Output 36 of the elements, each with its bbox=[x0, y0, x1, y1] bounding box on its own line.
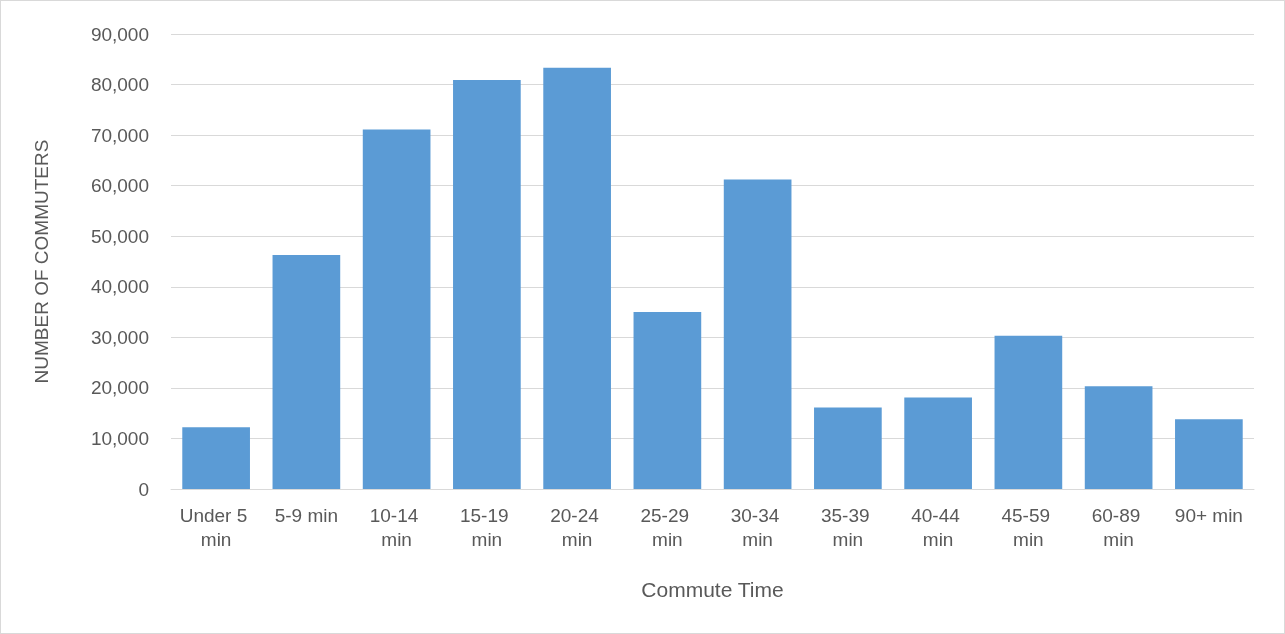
bar bbox=[272, 254, 341, 489]
x-tick-label: 20-24 min bbox=[550, 504, 605, 550]
x-tick-label: 30-34 min bbox=[730, 504, 785, 550]
bar bbox=[453, 80, 521, 489]
y-tick-label: 80,000 bbox=[90, 74, 149, 96]
y-axis-title: NUMBER OF COMMUTERS bbox=[31, 139, 52, 384]
bar bbox=[543, 67, 611, 489]
x-tick-label: 15-19 min bbox=[459, 504, 514, 550]
y-tick-label: 90,000 bbox=[90, 23, 149, 45]
y-tick-label: 40,000 bbox=[90, 276, 149, 298]
bar bbox=[904, 397, 972, 489]
bar bbox=[182, 427, 250, 489]
bar bbox=[1084, 386, 1153, 489]
bar bbox=[723, 179, 792, 489]
bar bbox=[814, 407, 882, 489]
y-tick-label: 30,000 bbox=[90, 326, 149, 348]
y-tick-label: 60,000 bbox=[90, 175, 149, 197]
x-tick-label: 90+ min bbox=[1174, 504, 1243, 526]
x-tick-label: 10-14 min bbox=[369, 504, 424, 550]
y-tick-label: 10,000 bbox=[90, 427, 149, 449]
y-tick-label: 0 bbox=[138, 478, 149, 500]
x-axis-title: Commute Time bbox=[641, 578, 784, 601]
x-tick-label: 60-89 min bbox=[1091, 504, 1146, 550]
x-tick-label: 35-39 min bbox=[820, 504, 875, 550]
x-tick-label: 5-9 min bbox=[274, 504, 339, 526]
x-tick-label: Under 5 min bbox=[179, 504, 253, 550]
x-tick-label: 25-29 min bbox=[640, 504, 695, 550]
bar bbox=[1175, 419, 1243, 489]
y-tick-label: 20,000 bbox=[90, 377, 149, 399]
x-tick-label: 45-59 min bbox=[1001, 504, 1056, 550]
x-tick-label: 40-44 min bbox=[911, 504, 966, 550]
bar bbox=[994, 335, 1063, 489]
y-tick-label: 50,000 bbox=[90, 225, 149, 247]
y-tick-label: 70,000 bbox=[90, 124, 149, 146]
bar bbox=[362, 129, 431, 489]
bar bbox=[633, 312, 702, 489]
